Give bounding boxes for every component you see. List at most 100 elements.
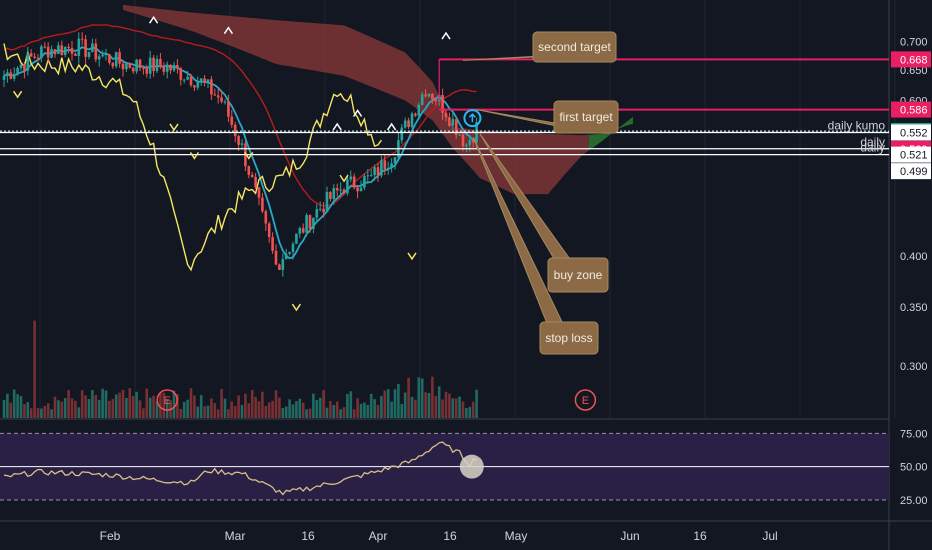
candle-body xyxy=(84,39,87,57)
time-tick-label: 16 xyxy=(301,529,315,543)
candle-body xyxy=(206,79,210,83)
candle-body xyxy=(410,113,414,128)
candle-body xyxy=(448,117,451,126)
candle-body xyxy=(441,94,444,113)
volume-bar xyxy=(373,399,376,418)
volume-bar xyxy=(216,409,220,418)
rsi-highlight-marker xyxy=(459,454,484,479)
volume-bar xyxy=(230,401,234,418)
candle-body xyxy=(179,68,183,80)
volume-bar xyxy=(454,398,458,418)
rsi-tick-label: 25.00 xyxy=(900,495,928,507)
volume-bar xyxy=(220,388,223,418)
volume-bar xyxy=(80,390,84,418)
candle-body xyxy=(16,68,19,75)
volume-bar xyxy=(444,391,448,418)
volume-bar xyxy=(165,398,169,418)
candle-body xyxy=(67,46,70,49)
candle-body xyxy=(63,46,67,55)
volume-bar xyxy=(414,399,417,418)
volume-bar xyxy=(111,399,115,418)
candle-body xyxy=(458,134,461,136)
candle-body xyxy=(318,208,322,210)
candle-body xyxy=(295,233,298,244)
up-chevron-icon xyxy=(441,31,451,40)
up-chevron-icon xyxy=(352,109,363,117)
volume-bar xyxy=(131,396,135,418)
volume-bar xyxy=(203,406,206,418)
volume-bar xyxy=(135,391,138,418)
time-tick-label: 16 xyxy=(693,529,707,543)
candle-body xyxy=(315,209,319,218)
tenkan-line xyxy=(3,46,478,260)
time-tick-label: Mar xyxy=(225,529,246,543)
candle-body xyxy=(203,78,206,83)
price-axis: 0.7000.6500.6000.5500.4000.3500.3000.668… xyxy=(891,36,931,507)
volume-bar xyxy=(121,389,125,418)
candle-body xyxy=(434,99,438,102)
volume-bar xyxy=(2,400,6,418)
volume-bar xyxy=(210,398,213,418)
candle-body xyxy=(2,75,6,80)
down-chevron-icon xyxy=(169,123,179,132)
candle-body xyxy=(121,63,125,70)
candle-body xyxy=(363,176,366,188)
volume-bar xyxy=(465,408,468,418)
earnings-label: E xyxy=(582,395,589,407)
price-label-box xyxy=(891,163,931,180)
volume-bar xyxy=(475,389,478,418)
candle-body xyxy=(383,160,387,170)
volume-bar xyxy=(278,397,281,418)
volume-bar xyxy=(383,390,387,418)
candle-body xyxy=(6,72,9,76)
volume-bar xyxy=(237,395,240,418)
volume-bar xyxy=(288,399,291,418)
volume-bar xyxy=(91,390,94,418)
price-label-box xyxy=(891,124,931,141)
volume-bar xyxy=(376,404,380,418)
candle-body xyxy=(23,64,26,71)
candle-body xyxy=(131,67,135,72)
volume-bar xyxy=(417,377,421,418)
earnings-marker xyxy=(156,389,178,411)
candle-body xyxy=(267,223,271,238)
volume-bar xyxy=(359,403,363,418)
volume-bar xyxy=(403,392,407,418)
candle-body xyxy=(356,187,359,192)
candle-body xyxy=(50,49,53,58)
candle-body xyxy=(254,176,257,188)
volume-bar xyxy=(196,406,200,418)
volume-bar xyxy=(335,401,339,418)
candle-body xyxy=(342,189,346,194)
candle-body xyxy=(451,119,455,126)
time-tick-label: Feb xyxy=(100,529,121,543)
rsi-line xyxy=(3,441,477,496)
candle-body xyxy=(393,157,397,164)
down-chevron-icon xyxy=(189,151,200,160)
candle-body xyxy=(193,85,196,88)
volume-bar xyxy=(223,398,227,418)
callout-text: stop loss xyxy=(545,331,592,345)
candle-body xyxy=(420,94,424,105)
volume-bar xyxy=(189,388,193,418)
volume-bar xyxy=(63,398,67,418)
volume-bar xyxy=(349,391,353,418)
candle-body xyxy=(162,67,166,72)
time-axis: Feb Mar 16 Apr 16 May Jun 16 Jul xyxy=(100,529,778,543)
candle-body xyxy=(271,237,274,251)
candlesticks xyxy=(2,32,478,277)
candle-body xyxy=(36,57,40,59)
candle-body xyxy=(172,64,176,71)
candle-body xyxy=(213,94,217,96)
volume-bar xyxy=(138,400,142,418)
candle-body xyxy=(104,54,108,56)
candle-body xyxy=(169,64,172,71)
volume-bar xyxy=(461,401,465,418)
volume-bar xyxy=(12,389,16,418)
chikou-line xyxy=(3,43,382,272)
volume-bar xyxy=(33,320,36,418)
volume-bar xyxy=(441,399,444,418)
price-tick-label: 0.650 xyxy=(900,65,928,77)
